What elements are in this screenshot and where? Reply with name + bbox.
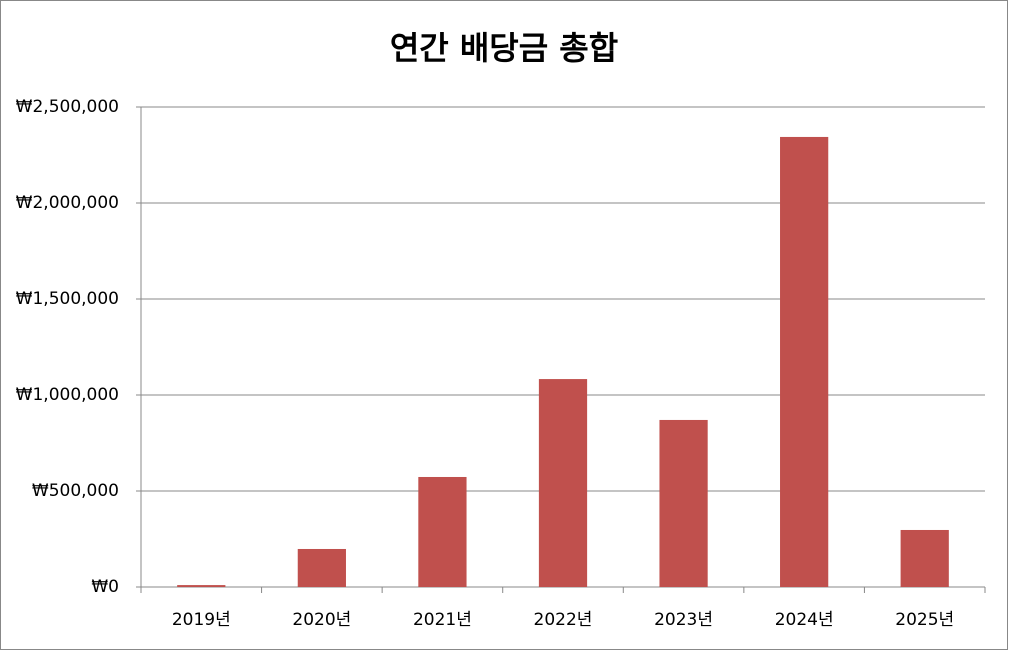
- bar: [900, 529, 949, 587]
- x-tick-label: 2025년: [895, 610, 954, 630]
- x-tick-label: 2024년: [775, 610, 834, 630]
- x-tick-label: 2019년: [172, 610, 231, 630]
- bar: [177, 585, 226, 587]
- x-tick-label: 2023년: [654, 610, 713, 630]
- y-tick-label: ₩2,000,000: [16, 193, 119, 213]
- y-tick-label: ₩1,000,000: [16, 385, 119, 405]
- y-tick-label: ₩500,000: [32, 481, 119, 501]
- bar: [297, 548, 346, 587]
- y-tick-label: ₩1,500,000: [16, 289, 119, 309]
- bar: [780, 136, 829, 587]
- x-tick-label: 2020년: [292, 610, 351, 630]
- bar: [418, 476, 467, 587]
- y-tick-label: ₩0: [91, 577, 119, 597]
- x-tick-label: 2021년: [413, 610, 472, 630]
- chart-title: 연간 배당금 총합: [390, 29, 618, 67]
- bar: [659, 419, 708, 587]
- x-tick-label: 2022년: [534, 610, 593, 630]
- bar: [538, 379, 588, 587]
- y-tick-label: ₩2,500,000: [16, 97, 119, 117]
